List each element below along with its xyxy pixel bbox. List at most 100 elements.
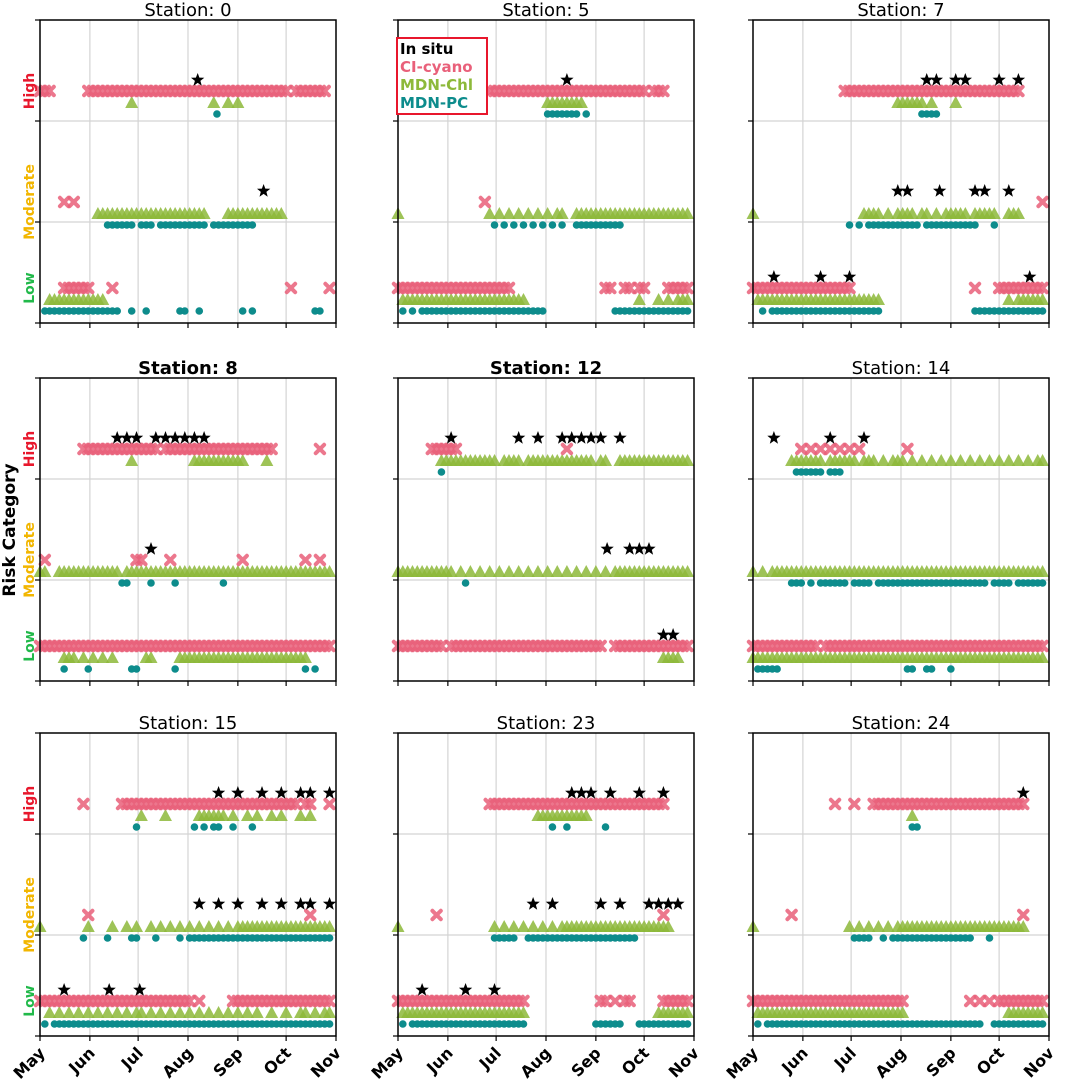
mdn-pc-marker	[980, 579, 989, 587]
mdn-chl-marker	[241, 1006, 255, 1018]
mdn-chl-marker	[76, 651, 90, 663]
mdn-pc-marker	[180, 307, 189, 315]
ci-cyano-marker	[279, 84, 293, 98]
ci-cyano-marker	[193, 994, 206, 1008]
mdn-pc-marker	[510, 221, 518, 229]
ci-cyano-marker	[323, 797, 336, 811]
mdn-chl-marker	[545, 920, 559, 932]
mdn-chl-marker	[847, 454, 861, 466]
mdn-chl-marker	[555, 207, 569, 219]
mdn-pc-marker	[461, 579, 470, 587]
in-situ-marker	[600, 542, 614, 555]
mdn-pc-marker	[836, 468, 844, 476]
category-label-low: Low	[22, 630, 38, 662]
mdn-chl-marker	[550, 565, 564, 577]
in-situ-marker	[565, 786, 579, 799]
in-situ-marker	[603, 786, 617, 799]
in-situ-marker	[274, 897, 288, 910]
mdn-chl-marker	[192, 1006, 206, 1018]
mdn-chl-marker	[101, 1006, 115, 1018]
mdn-pc-marker	[213, 110, 221, 118]
panel-title: Station: 7	[857, 0, 944, 21]
mdn-pc-marker	[325, 1020, 334, 1028]
ci-cyano-marker	[82, 908, 95, 922]
ci-cyano-marker	[637, 84, 651, 98]
mdn-chl-marker	[483, 207, 497, 219]
mdn-chl-marker	[1036, 454, 1050, 466]
mdn-pc-marker	[195, 307, 204, 315]
category-label-moderate: Moderate	[22, 877, 38, 953]
mdn-chl-marker	[265, 809, 279, 821]
in-situ-marker	[487, 983, 502, 996]
x-tick-label: Oct	[973, 1043, 1008, 1078]
category-label-low: Low	[22, 985, 38, 1017]
ci-cyano-marker	[304, 908, 317, 922]
category-label-moderate: Moderate	[22, 164, 38, 240]
x-tick-label: May	[9, 1043, 49, 1083]
mdn-chl-marker	[444, 565, 458, 577]
in-situ-marker	[560, 73, 574, 86]
mdn-chl-marker	[144, 651, 158, 663]
mdn-chl-marker	[154, 920, 168, 932]
mdn-chl-marker	[521, 565, 535, 577]
mdn-chl-marker	[173, 1006, 187, 1018]
x-tick-label: Nov	[1020, 1043, 1058, 1081]
mdn-pc-marker	[190, 823, 199, 831]
mdn-chl-marker	[473, 565, 487, 577]
mdn-pc-marker	[176, 934, 184, 942]
x-tick-label: Sep	[567, 1043, 604, 1080]
mdn-chl-marker	[681, 1006, 695, 1018]
mdn-chl-marker	[661, 293, 675, 305]
mdn-chl-marker	[599, 454, 613, 466]
mdn-chl-marker	[221, 96, 235, 108]
ci-cyano-marker	[149, 442, 163, 456]
category-label-low: Low	[22, 272, 38, 304]
ci-cyano-marker	[517, 994, 530, 1008]
ci-cyano-marker	[896, 994, 909, 1008]
ci-cyano-marker	[1017, 908, 1030, 922]
panel-0: Station: 0 High Moderate Low	[22, 0, 337, 328]
ci-cyano-marker	[284, 281, 298, 295]
in-situ-marker	[767, 270, 781, 283]
in-situ-marker	[623, 542, 637, 555]
x-tick-label: Jul	[117, 1043, 147, 1073]
x-tick-label: Jun	[422, 1043, 456, 1077]
mdn-chl-marker	[323, 565, 337, 577]
mdn-chl-marker	[120, 1006, 134, 1018]
ci-cyano-marker	[1036, 281, 1049, 295]
mdn-chl-marker	[1002, 293, 1016, 305]
mdn-pc-marker	[103, 934, 112, 942]
panel-title: Station: 5	[502, 0, 589, 21]
mdn-chl-marker	[134, 1006, 148, 1018]
mdn-pc-marker	[572, 110, 581, 118]
mdn-pc-marker	[399, 1020, 407, 1028]
mdn-chl-marker	[163, 1006, 177, 1018]
ci-cyano-marker	[183, 994, 196, 1008]
in-situ-marker	[274, 786, 288, 799]
mdn-chl-marker	[512, 207, 526, 219]
mdn-chl-marker	[96, 293, 110, 305]
mdn-pc-marker	[913, 823, 921, 831]
mdn-chl-marker	[1036, 565, 1050, 577]
category-label-high: High	[22, 786, 38, 823]
mdn-chl-marker	[207, 96, 221, 108]
x-tick-label: May	[367, 1043, 407, 1083]
panel-title: Station: 15	[139, 713, 238, 734]
in-situ-marker	[1023, 270, 1037, 283]
mdn-chl-marker	[905, 207, 919, 219]
legend-frame	[396, 37, 488, 115]
mdn-chl-marker	[516, 1006, 530, 1018]
in-situ-marker	[322, 897, 337, 910]
mdn-chl-marker	[221, 920, 235, 932]
mdn-chl-marker	[497, 920, 511, 932]
in-situ-marker	[842, 270, 857, 283]
mdn-pc-marker	[399, 307, 407, 315]
panel-title: Station: 12	[490, 358, 602, 379]
in-situ-marker	[211, 786, 226, 799]
x-tick-label: Aug	[516, 1043, 554, 1081]
mdn-chl-marker	[298, 1006, 312, 1018]
panel-7: Station: 23 May Jun Jul Aug Sep Oct Nov	[367, 713, 703, 1083]
in-situ-marker	[574, 431, 588, 444]
ci-cyano-marker	[604, 281, 617, 295]
in-situ-marker	[613, 431, 627, 444]
